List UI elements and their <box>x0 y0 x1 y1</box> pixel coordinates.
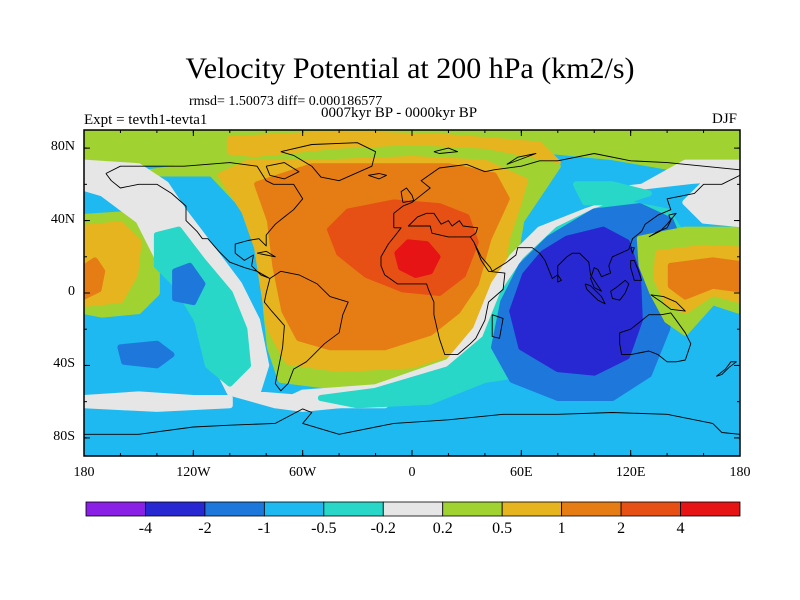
region-indian-ocean-deep-blue <box>509 226 643 376</box>
colorbar-swatch <box>501 501 563 517</box>
colorbar-swatch <box>323 501 384 517</box>
colorbar-label: 0.2 <box>432 520 453 537</box>
coastline-antarctica <box>84 408 740 435</box>
lat-label: 0 <box>68 284 75 299</box>
lon-label: 120W <box>176 465 211 480</box>
coastline-philippines <box>630 259 643 281</box>
colorbar-label: 0.5 <box>492 520 513 537</box>
colorbar-label: 1 <box>557 520 566 537</box>
axis-ticks <box>83 130 741 456</box>
period-label: 0007kyr BP - 0000kyr BP <box>321 105 478 121</box>
colorbar-swatch <box>561 501 622 517</box>
lon-label: 180 <box>73 465 95 480</box>
colorbar <box>85 501 741 517</box>
colorbar-swatch <box>382 501 444 517</box>
coastline-iceland <box>368 173 387 180</box>
lat-label: 80S <box>53 428 75 444</box>
colorbar-label: 2 <box>617 520 626 537</box>
lon-label: 60E <box>510 465 533 480</box>
region-pacific-west-orange <box>84 257 106 300</box>
colorbar-label: -2 <box>198 520 212 537</box>
lat-label: 80N <box>50 139 75 155</box>
region-atlantic-positive-red <box>394 239 441 278</box>
colorbar-swatch <box>442 501 503 517</box>
coastline-south-america <box>263 270 349 392</box>
lat-label: 40N <box>50 211 75 227</box>
colorbar-label: -1 <box>257 520 272 537</box>
coastline-eurasia-africa <box>380 153 740 356</box>
colorbar-swatch <box>680 501 741 517</box>
coastline-australia <box>619 312 692 363</box>
colorbar-label: -0.2 <box>370 520 396 537</box>
coastlines <box>84 142 740 435</box>
coastline-north-america <box>105 162 304 279</box>
colorbar-label: 4 <box>676 520 685 537</box>
experiment-label: Expt = tevth1-tevta1 <box>84 112 208 128</box>
region-pacific-east-orange <box>667 257 740 300</box>
region-antarctic-white <box>84 391 233 412</box>
lon-label: 180 <box>729 465 751 480</box>
coastline-cuba <box>257 250 276 258</box>
lat-label: 40S <box>53 356 75 372</box>
lon-label: 60W <box>289 465 317 480</box>
season-label: DJF <box>712 111 738 127</box>
colorbar-swatch <box>263 501 325 517</box>
coastline-japan <box>648 212 677 238</box>
coastline-sumatra <box>584 283 606 305</box>
region-north-pacific-white <box>682 177 740 228</box>
region-east-pacific-blue-2 <box>117 340 175 369</box>
coastline-new-guinea <box>650 294 686 312</box>
coastline-madagascar <box>491 314 504 339</box>
coastline-uk <box>400 187 415 203</box>
coastline-novaya-zemlya <box>506 153 537 165</box>
chart-title: Velocity Potential at 200 hPa (km2/s) <box>185 52 635 85</box>
coastline-greenland <box>280 142 377 182</box>
region-east-pacific-blue-1 <box>172 262 206 306</box>
coastline-borneo <box>610 279 630 301</box>
coastline-new-zealand <box>716 361 737 377</box>
rmsd-stats: rmsd= 1.50073 diff= 0.000186577 <box>189 94 383 109</box>
lon-label: 120E <box>615 465 646 480</box>
coastline-baffin-island <box>265 162 300 180</box>
colorbar-swatch <box>145 501 206 517</box>
colorbar-swatch <box>204 501 265 517</box>
coastline-taiwan <box>630 247 635 254</box>
colorbar-swatch <box>620 501 681 517</box>
colorbar-swatch <box>85 501 146 517</box>
coastline-svalbard <box>433 147 459 154</box>
colorbar-label: -4 <box>138 520 153 537</box>
coastline-sri-lanka <box>557 274 562 283</box>
lon-label: 0 <box>408 465 416 480</box>
contour-field <box>84 130 740 456</box>
colorbar-label: -0.5 <box>311 520 337 537</box>
